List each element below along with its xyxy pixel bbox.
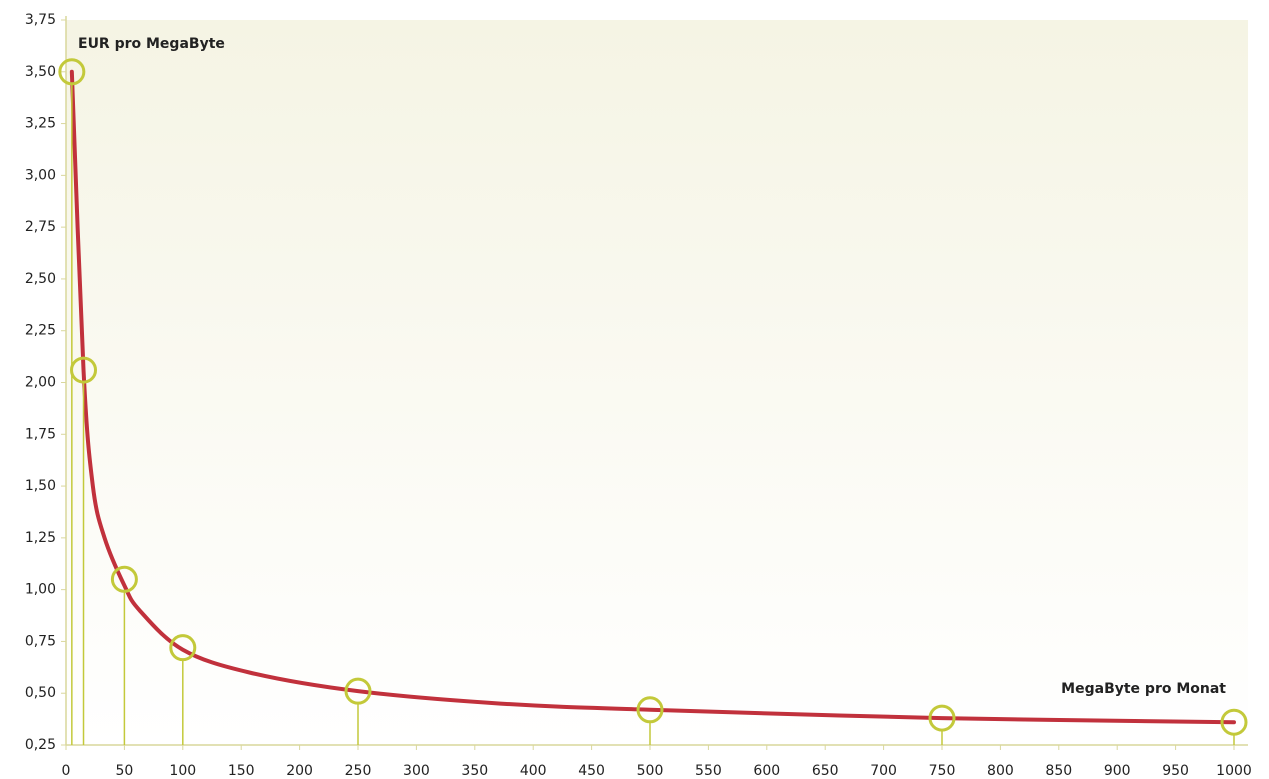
marker — [169, 634, 197, 662]
x-tick-label: 600 — [753, 763, 780, 779]
x-tick-label: 0 — [62, 763, 71, 779]
marker — [928, 704, 956, 732]
y-tick-label: 2,25 — [25, 323, 56, 339]
x-axis-title: MegaByte pro Monat — [1061, 681, 1226, 697]
y-tick-label: 3,00 — [25, 167, 56, 183]
x-tick-label: 800 — [987, 763, 1014, 779]
x-tick-label: 100 — [169, 763, 196, 779]
x-tick-label: 650 — [812, 763, 839, 779]
marker — [110, 565, 138, 593]
marker — [1220, 708, 1248, 736]
y-axis-title: EUR pro MegaByte — [78, 36, 225, 52]
y-tick-label: 3,50 — [25, 64, 56, 80]
y-tick-label: 2,50 — [25, 271, 56, 287]
y-tick-label: 2,75 — [25, 219, 56, 235]
x-tick-label: 200 — [286, 763, 313, 779]
y-tick-label: 1,75 — [25, 426, 56, 442]
x-tick-label: 500 — [637, 763, 664, 779]
curve — [69, 69, 1236, 725]
y-tick-label: 2,00 — [25, 375, 56, 391]
y-tick-label: 3,25 — [25, 116, 56, 132]
plot-background — [66, 20, 1248, 745]
x-tick-label: 750 — [929, 763, 956, 779]
marker — [58, 58, 86, 86]
y-tick-label: 0,75 — [25, 633, 56, 649]
y-tick-label: 3,75 — [25, 12, 56, 28]
x-tick-label: 350 — [461, 763, 488, 779]
marker — [344, 677, 372, 705]
x-tick-label: 700 — [870, 763, 897, 779]
x-tick-label: 900 — [1104, 763, 1131, 779]
x-tick-label: 250 — [345, 763, 372, 779]
y-tick-label: 1,25 — [25, 530, 56, 546]
x-tick-label: 300 — [403, 763, 430, 779]
marker — [70, 356, 98, 384]
x-tick-label: 150 — [228, 763, 255, 779]
marker — [636, 696, 664, 724]
x-tick-label: 550 — [695, 763, 722, 779]
x-tick-label: 450 — [578, 763, 605, 779]
y-tick-label: 0,50 — [25, 685, 56, 701]
y-tick-label: 0,25 — [25, 737, 56, 753]
x-tick-label: 400 — [520, 763, 547, 779]
y-tick-label: 1,50 — [25, 478, 56, 494]
x-tick-label: 850 — [1045, 763, 1072, 779]
y-tick-label: 1,00 — [25, 582, 56, 598]
x-tick-label: 1000 — [1216, 763, 1252, 779]
x-tick-label: 50 — [115, 763, 133, 779]
x-tick-label: 950 — [1162, 763, 1189, 779]
